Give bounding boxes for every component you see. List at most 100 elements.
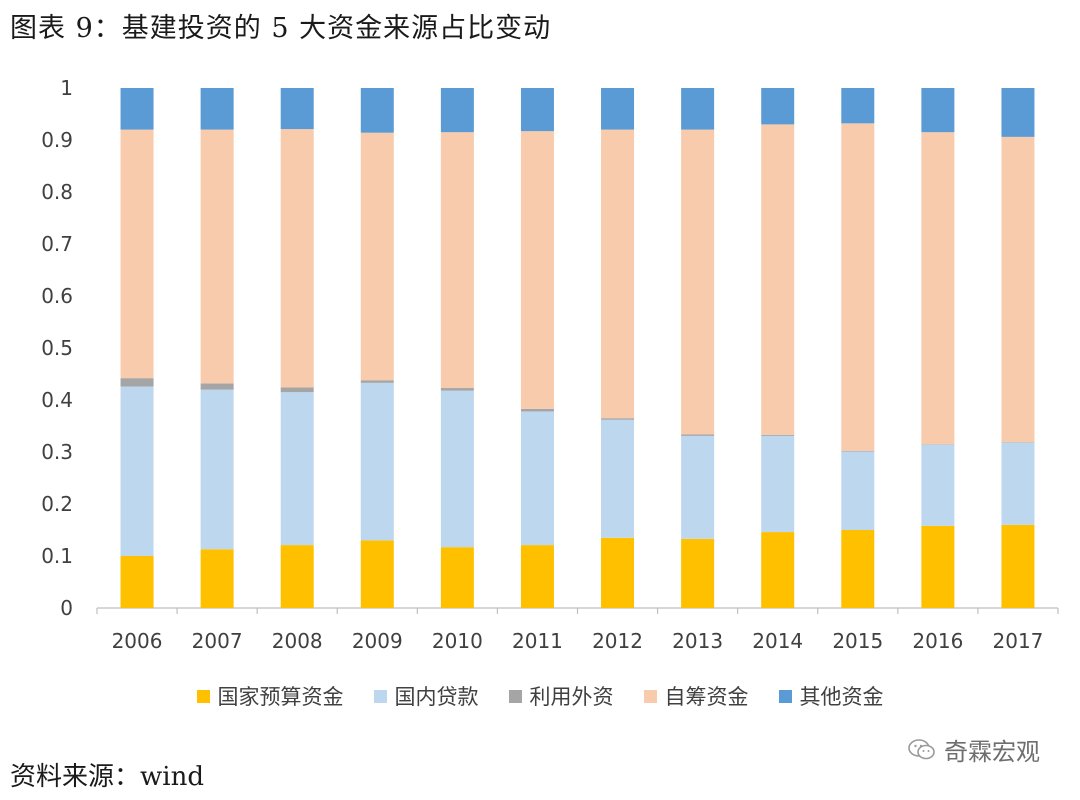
bar-segment: [280, 88, 314, 130]
bar-segment: [520, 131, 554, 409]
bar-segment: [440, 388, 474, 391]
legend-swatch: [196, 689, 210, 703]
bar-segment: [200, 389, 234, 550]
bar-segment: [761, 434, 795, 436]
bar-segment: [841, 530, 875, 608]
x-tick-label: 2012: [592, 629, 643, 653]
bar-segment: [601, 419, 635, 538]
x-tick-label: 2017: [993, 629, 1044, 653]
bar-segment: [601, 418, 635, 420]
bar-segment: [200, 88, 234, 130]
bar-segment: [360, 132, 394, 381]
bar-segment: [280, 392, 314, 546]
legend-label: 自筹资金: [664, 685, 749, 709]
bar-segment: [681, 538, 715, 608]
bar-segment: [520, 88, 554, 132]
bar-segment: [120, 556, 154, 608]
x-tick-label: 2010: [432, 629, 483, 653]
bar-segment: [921, 444, 955, 445]
legend-item: 自筹资金: [643, 681, 749, 711]
legend-item: 国家预算资金: [196, 681, 344, 711]
x-tick-label: 2011: [512, 629, 563, 653]
x-tick-label: 2007: [192, 629, 243, 653]
legend-swatch: [778, 689, 792, 703]
chart-legend: 国家预算资金 国内贷款 利用外资 自筹资金 其他资金: [0, 681, 1080, 711]
bar-segment: [841, 88, 875, 124]
bar-segment: [841, 451, 875, 530]
bar-segment: [280, 387, 314, 393]
watermark: 奇霖宏观: [908, 732, 1040, 767]
bar-segment: [921, 444, 955, 526]
y-tick-label: 0.9: [41, 128, 73, 152]
y-tick-label: 0.4: [41, 388, 73, 412]
x-tick-label: 2013: [672, 629, 723, 653]
bar-segment: [360, 382, 394, 541]
y-tick-label: 0.7: [41, 232, 73, 256]
bar-segment: [360, 380, 394, 383]
bar-segment: [761, 124, 795, 435]
bar-segment: [1001, 524, 1035, 608]
legend-item: 其他资金: [778, 681, 884, 711]
bar-segment: [440, 547, 474, 608]
y-tick-label: 0.5: [41, 336, 73, 360]
legend-swatch: [373, 689, 387, 703]
x-tick-label: 2009: [352, 629, 403, 653]
y-tick-label: 0.8: [41, 180, 73, 204]
bar-segment: [520, 545, 554, 608]
legend-swatch: [643, 689, 657, 703]
bar-segment: [440, 132, 474, 389]
stacked-bar-chart: 0 0.1 0.2 0.3 0.4 0.5 0.6 0.7 0.8 0.9 1 2006 2007 200…: [41, 76, 1059, 653]
bar-segment: [120, 129, 154, 379]
x-tick-label: 2008: [272, 629, 323, 653]
bar-segment: [280, 545, 314, 608]
x-tick-label: 2014: [752, 629, 803, 653]
bar-segment: [200, 383, 234, 390]
legend-item: 国内贷款: [373, 681, 479, 711]
bar-segment: [761, 532, 795, 608]
legend-label: 其他资金: [799, 685, 884, 709]
bar-segment: [1001, 442, 1035, 443]
bar-segment: [280, 129, 314, 388]
bar-segment: [440, 88, 474, 133]
legend-item: 利用外资: [508, 681, 614, 711]
bar-segment: [841, 123, 875, 451]
wechat-icon: [908, 738, 935, 759]
legend-label: 国内贷款: [394, 685, 479, 709]
legend-label: 国家预算资金: [217, 685, 344, 709]
bar-segment: [601, 88, 635, 130]
source-note: 资料来源：wind: [10, 762, 204, 792]
bar-segment: [200, 129, 234, 384]
y-tick-label: 0: [60, 596, 73, 620]
bar-segment: [520, 411, 554, 546]
y-tick-label: 0.1: [41, 544, 73, 568]
bar-segment: [1001, 88, 1035, 137]
bar-segment: [1001, 442, 1035, 525]
x-tick-label: 2015: [832, 629, 883, 653]
y-tick-label: 1: [60, 76, 73, 100]
bar-segment: [601, 537, 635, 608]
x-tick-label: 2006: [112, 629, 163, 653]
bar-segment: [120, 386, 154, 556]
bar-segment: [360, 540, 394, 608]
y-tick-label: 0.6: [41, 284, 73, 308]
bar-segment: [200, 549, 234, 608]
bar-segment: [841, 450, 875, 452]
bar-segment: [681, 435, 715, 539]
legend-label: 利用外资: [529, 685, 614, 709]
chart-title: 图表 9：基建投资的 5 大资金来源占比变动: [10, 13, 552, 44]
legend-swatch: [508, 689, 522, 703]
x-tick-label: 2016: [912, 629, 963, 653]
bar-segment: [360, 88, 394, 133]
bar-segment: [921, 525, 955, 608]
bar-segment: [921, 132, 955, 445]
bar-segment: [120, 88, 154, 130]
bar-segment: [681, 434, 715, 436]
y-tick-label: 0.2: [41, 492, 73, 516]
bar-segment: [1001, 136, 1035, 443]
bar-segment: [681, 129, 715, 435]
bar-segment: [921, 88, 955, 133]
bar-segment: [761, 435, 795, 533]
y-tick-label: 0.3: [41, 440, 73, 464]
bar-segment: [520, 408, 554, 412]
bar-segment: [440, 390, 474, 548]
